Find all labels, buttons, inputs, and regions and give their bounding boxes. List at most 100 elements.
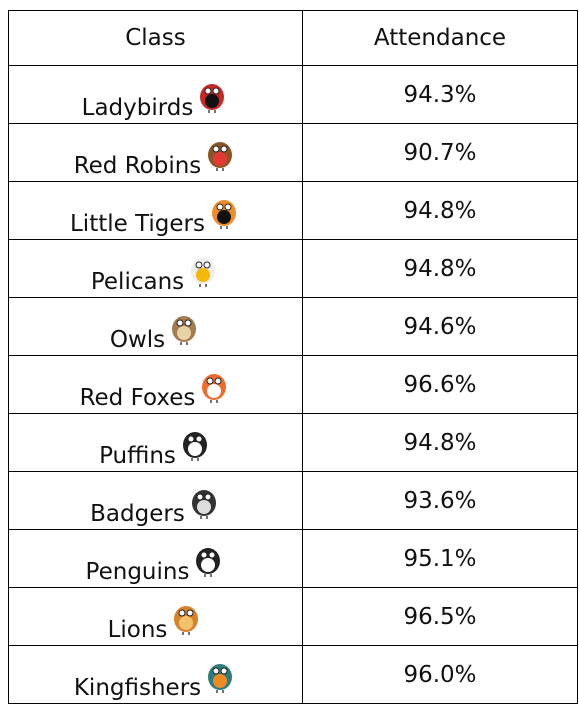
class-cell: Penguins	[9, 530, 303, 588]
class-icon	[195, 73, 229, 113]
attendance-cell: 93.6%	[303, 472, 578, 530]
icon-belly	[217, 210, 231, 224]
icon-eye	[204, 262, 210, 268]
attendance-cell: 96.6%	[303, 356, 578, 414]
class-icon	[203, 131, 237, 171]
class-wrap: Lions	[9, 588, 302, 645]
table-row: Badgers 93.6%	[9, 472, 578, 530]
class-wrap: Little Tigers	[9, 182, 302, 239]
class-cell: Little Tigers	[9, 182, 303, 240]
attendance-cell: 94.8%	[303, 240, 578, 298]
class-icon	[167, 305, 201, 345]
class-cell: Kingfishers	[9, 646, 303, 704]
icon-belly	[177, 326, 191, 340]
class-wrap: Red Robins	[9, 124, 302, 181]
header-cell: Attendance	[303, 11, 578, 66]
class-wrap: Ladybirds	[9, 66, 302, 123]
attendance-cell: 94.8%	[303, 414, 578, 472]
class-icon	[169, 595, 203, 635]
class-name: Red Robins	[74, 153, 202, 179]
class-wrap: Red Foxes	[9, 356, 302, 413]
table-row: Kingfishers 96.0%	[9, 646, 578, 704]
icon-eye	[215, 378, 221, 384]
attendance-cell: 90.7%	[303, 124, 578, 182]
icon-eye	[207, 378, 213, 384]
class-cell: Lions	[9, 588, 303, 646]
class-cell: Pelicans	[9, 240, 303, 298]
table-row: Little Tigers 94.8%	[9, 182, 578, 240]
table-row: Penguins 95.1%	[9, 530, 578, 588]
class-name: Owls	[110, 327, 165, 353]
class-wrap: Badgers	[9, 472, 302, 529]
class-icon	[207, 189, 241, 229]
class-cell: Red Robins	[9, 124, 303, 182]
class-name: Little Tigers	[70, 211, 205, 237]
page: Class Attendance Ladybirds94.3%Red Robin…	[0, 0, 579, 700]
class-name: Badgers	[90, 501, 185, 527]
icon-eye	[209, 552, 215, 558]
class-wrap: Owls	[9, 298, 302, 355]
table-row: Puffins 94.8%	[9, 414, 578, 472]
table-row: Owls 94.6%	[9, 298, 578, 356]
attendance-cell: 96.5%	[303, 588, 578, 646]
icon-eye	[185, 320, 191, 326]
class-icon	[191, 537, 225, 577]
table-row: Pelicans 94.8%	[9, 240, 578, 298]
icon-belly	[205, 94, 219, 108]
icon-eye	[225, 204, 231, 210]
icon-belly	[179, 616, 193, 630]
icon-eye	[177, 320, 183, 326]
class-cell: Badgers	[9, 472, 303, 530]
icon-belly	[201, 558, 215, 572]
icon-eye	[196, 262, 202, 268]
icon-eye	[205, 494, 211, 500]
class-name: Ladybirds	[82, 95, 194, 121]
class-cell: Red Foxes	[9, 356, 303, 414]
class-wrap: Puffins	[9, 414, 302, 471]
icon-eye	[217, 204, 223, 210]
icon-eye	[213, 146, 219, 152]
class-name: Red Foxes	[80, 385, 196, 411]
attendance-cell: 96.0%	[303, 646, 578, 704]
icon-belly	[213, 674, 227, 688]
header-row: Class Attendance	[9, 11, 578, 66]
icon-eye	[187, 610, 193, 616]
class-icon	[178, 421, 212, 461]
table-row: Red Foxes 96.6%	[9, 356, 578, 414]
icon-belly	[188, 442, 202, 456]
class-name: Penguins	[86, 559, 190, 585]
attendance-cell: 94.8%	[303, 182, 578, 240]
table-row: Red Robins 90.7%	[9, 124, 578, 182]
class-name: Pelicans	[91, 269, 184, 295]
class-name: Lions	[108, 617, 168, 643]
class-cell: Ladybirds	[9, 66, 303, 124]
icon-eye	[179, 610, 185, 616]
table-row: Ladybirds 94.3%	[9, 66, 578, 124]
attendance-cell: 94.6%	[303, 298, 578, 356]
class-cell: Owls	[9, 298, 303, 356]
class-name: Puffins	[99, 443, 176, 469]
class-icon	[187, 479, 221, 519]
icon-eye	[196, 436, 202, 442]
header-cell: Class	[9, 11, 303, 66]
class-name: Kingfishers	[74, 675, 201, 701]
class-icon	[186, 247, 220, 287]
class-wrap: Pelicans	[9, 240, 302, 297]
attendance-cell: 94.3%	[303, 66, 578, 124]
table-row: Lions 96.5%	[9, 588, 578, 646]
icon-belly	[196, 268, 210, 282]
icon-eye	[221, 668, 227, 674]
icon-eye	[221, 146, 227, 152]
icon-belly	[213, 152, 227, 166]
icon-belly	[207, 384, 221, 398]
icon-eye	[188, 436, 194, 442]
icon-eye	[205, 88, 211, 94]
icon-eye	[197, 494, 203, 500]
class-wrap: Penguins	[9, 530, 302, 587]
class-wrap: Kingfishers	[9, 646, 302, 703]
attendance-cell: 95.1%	[303, 530, 578, 588]
class-cell: Puffins	[9, 414, 303, 472]
icon-eye	[213, 88, 219, 94]
